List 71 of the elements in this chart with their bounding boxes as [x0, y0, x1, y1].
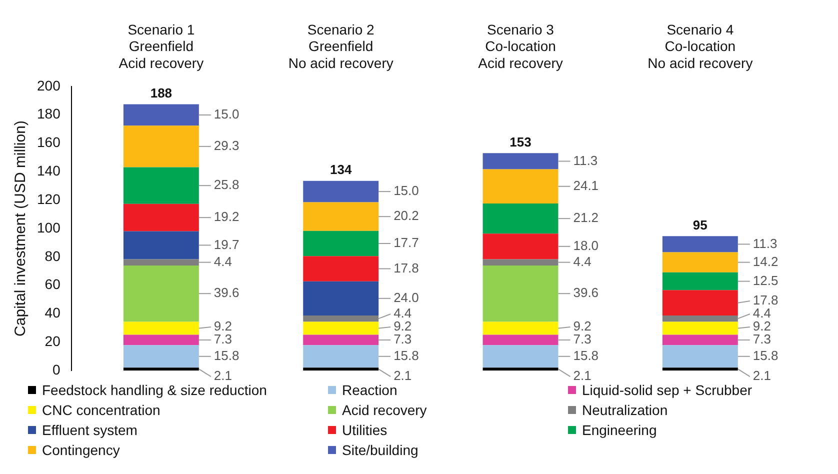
data-label: 21.2	[573, 210, 599, 226]
data-label: 9.2	[394, 318, 412, 334]
legend-label: Neutralization	[582, 402, 668, 418]
legend-label: Utilities	[342, 422, 388, 438]
data-label: 2.1	[573, 368, 592, 384]
data-label: 12.5	[752, 272, 778, 288]
data-label: 20.2	[394, 208, 419, 224]
data-label: 7.3	[573, 332, 592, 347]
data-label: 15.8	[573, 348, 599, 363]
y-tick-label: 40	[44, 304, 61, 321]
data-label: 7.3	[752, 332, 771, 347]
legend-label: CNC concentration	[42, 402, 160, 418]
data-label: 29.3	[214, 138, 240, 154]
data-label: 15.8	[752, 348, 778, 363]
total-label: 95	[692, 217, 708, 232]
legend-label: Liquid-solid sep + Scrubber	[582, 382, 752, 398]
legend-label: Acid recovery	[342, 402, 427, 418]
y-tick-label: 100	[37, 219, 61, 236]
data-label: 18.0	[573, 238, 599, 253]
data-label: 24.0	[394, 290, 419, 305]
x-tick-label: Scenario 1 Greenfield Acid recovery	[118, 21, 204, 71]
x-tick-label: Scenario 4 Co-location No acid recovery	[648, 21, 753, 71]
data-label: 2.1	[752, 368, 771, 384]
data-label: 19.2	[214, 209, 240, 224]
data-label: 4.4	[573, 254, 592, 269]
data-label: 11.3	[573, 152, 598, 168]
y-tick-label: 120	[37, 190, 61, 207]
data-label: 2.1	[394, 368, 412, 384]
data-label: 9.2	[752, 318, 771, 334]
x-tick-label: Scenario 2 Greenfield No acid recovery	[288, 21, 394, 71]
data-label: 17.8	[394, 260, 419, 276]
legend-label: Site/building	[342, 442, 418, 458]
legend-label: Contingency	[42, 442, 120, 458]
data-label: 15.8	[214, 348, 240, 363]
data-label: 19.7	[214, 236, 240, 252]
data-label: 9.2	[573, 318, 592, 334]
y-tick-label: 60	[44, 276, 61, 292]
data-label: 7.3	[214, 332, 232, 347]
data-label: 14.2	[752, 254, 778, 269]
data-label: 17.7	[394, 235, 419, 250]
legend-label: Reaction	[342, 382, 398, 398]
data-label: 15.0	[394, 183, 419, 198]
data-label: 4.4	[394, 306, 412, 321]
data-label: 25.8	[214, 177, 240, 192]
x-tick-label: Scenario 3 Co-location Acid recovery	[478, 21, 563, 71]
y-tick-label: 20	[44, 333, 61, 350]
y-axis-title: Capital investment (USD million)	[12, 120, 30, 336]
data-label: 24.1	[573, 178, 599, 193]
data-label: 4.4	[214, 254, 232, 269]
y-tick-label: 80	[44, 248, 61, 264]
data-label: 2.1	[214, 368, 232, 384]
legend-label: Effluent system	[42, 422, 138, 438]
total-label: 188	[150, 85, 172, 100]
y-tick-label: 160	[37, 134, 61, 150]
y-tick-label: 140	[37, 162, 61, 179]
legend-label: Engineering	[582, 422, 657, 438]
y-tick-label: 180	[37, 106, 61, 122]
y-tick-label: 200	[37, 77, 61, 94]
data-label: 11.3	[752, 236, 778, 251]
data-label: 15.8	[394, 348, 419, 363]
data-label: 9.2	[214, 318, 232, 334]
legend-label: Feedstock handling & size reduction	[42, 382, 267, 398]
data-label: 17.8	[752, 292, 778, 308]
data-label: 39.6	[214, 285, 240, 300]
data-label: 15.0	[214, 106, 240, 122]
data-label: 4.4	[752, 306, 771, 321]
data-label: 39.6	[573, 285, 599, 300]
y-tick-label: 0	[52, 361, 61, 378]
total-label: 153	[510, 134, 532, 150]
data-label: 7.3	[394, 332, 412, 347]
total-label: 134	[330, 162, 352, 177]
